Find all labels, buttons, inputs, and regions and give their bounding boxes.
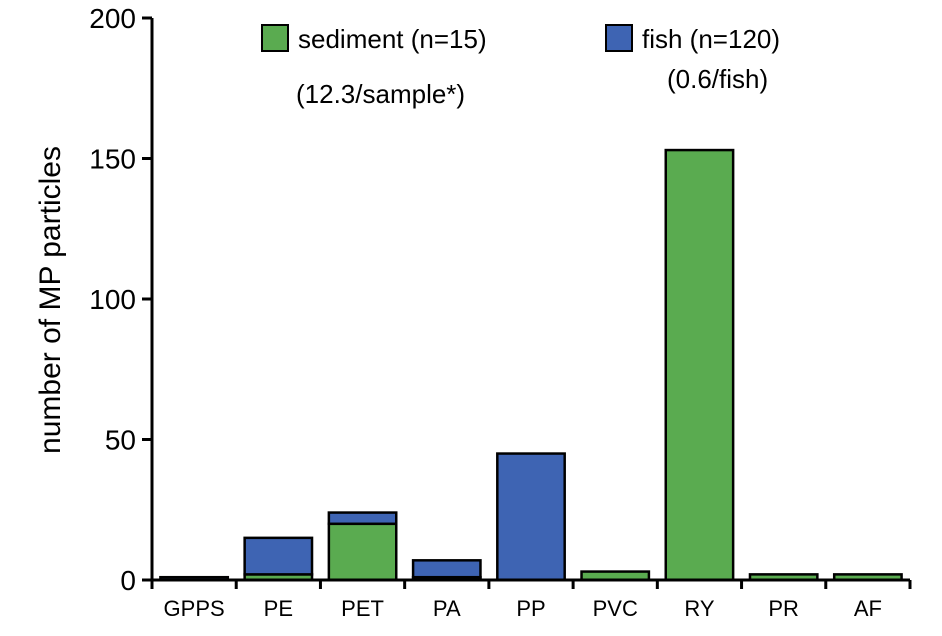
legend: sediment (n=15) (12.3/sample*) fish (n=1… (261, 24, 780, 109)
x-tick-label: PR (768, 596, 799, 621)
legend-swatch-sediment (261, 24, 289, 52)
x-tick-label: PET (341, 596, 384, 621)
y-tick-label: 50 (105, 425, 136, 456)
x-tick-label: PP (516, 596, 545, 621)
bar-pa-fish (411, 559, 482, 579)
legend-note-fish: (0.6/fish) (667, 64, 768, 94)
x-tick-label: RY (684, 596, 714, 621)
bar-ry-sediment (664, 148, 735, 582)
y-tick-label: 0 (120, 565, 136, 596)
y-tick-label: 200 (89, 3, 136, 34)
x-tick-label: PE (264, 596, 293, 621)
x-tick-label: PA (433, 596, 461, 621)
x-tick-label: PVC (593, 596, 638, 621)
y-tick-label: 150 (89, 144, 136, 175)
x-tick-label: AF (854, 596, 882, 621)
legend-label-fish: fish (n=120) (642, 24, 780, 54)
y-tick-label: 100 (89, 284, 136, 315)
x-tick-label: GPPS (164, 596, 225, 621)
legend-swatch-fish (605, 24, 633, 52)
bar-pet-fish (327, 511, 398, 526)
legend-note-sediment: (12.3/sample*) (296, 79, 465, 109)
y-axis-label: number of MP particles (34, 146, 67, 454)
bar-pet-sediment (327, 522, 398, 582)
bar-pp-fish (496, 452, 566, 582)
legend-label-sediment: sediment (n=15) (298, 24, 487, 54)
bar-pe-fish (243, 536, 314, 576)
